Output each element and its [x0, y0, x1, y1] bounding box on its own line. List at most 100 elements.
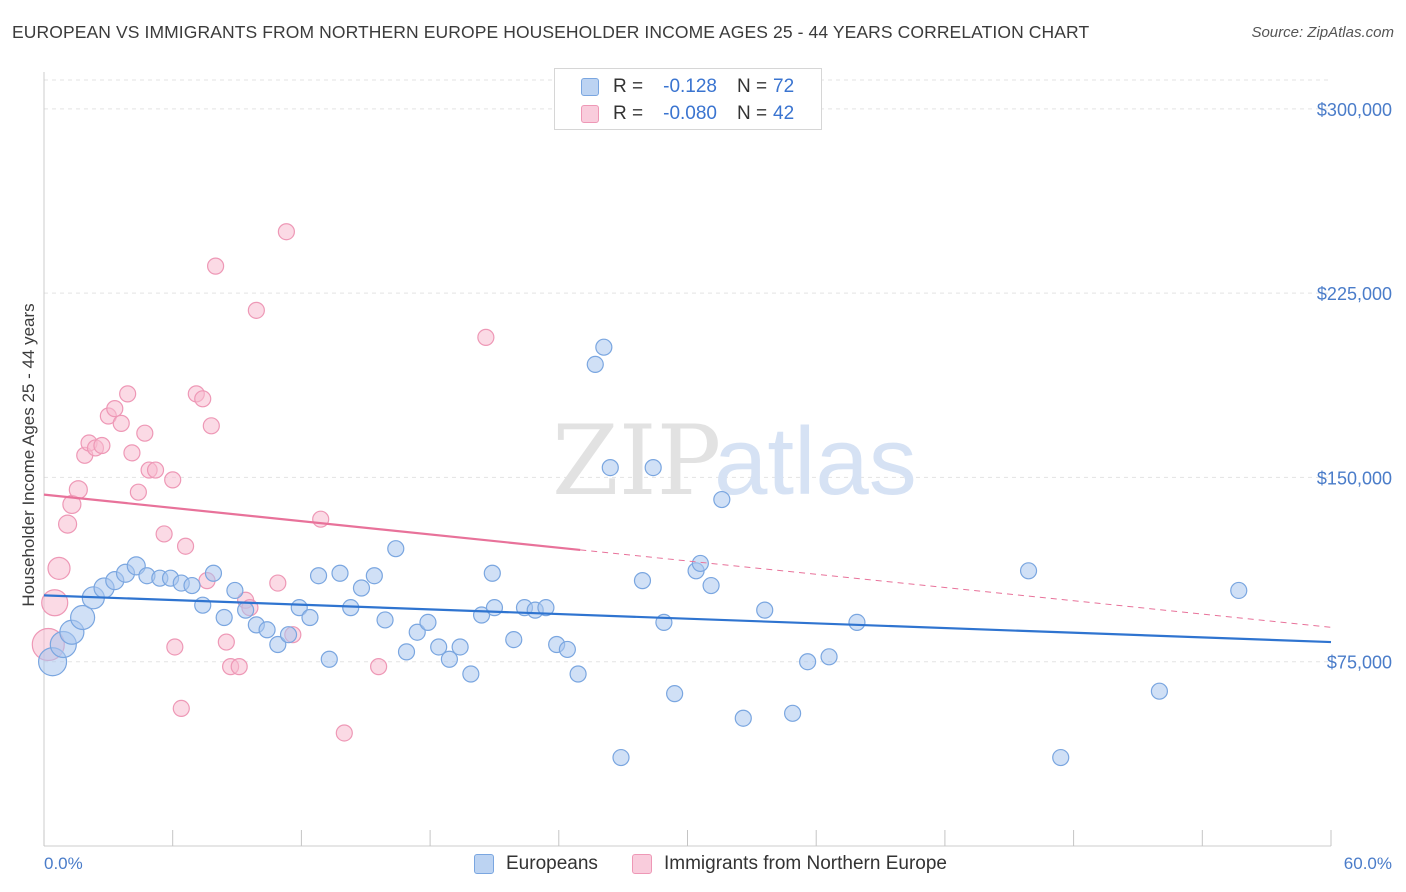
y-tick-label: $150,000: [1317, 468, 1392, 488]
european-point: [440, 650, 459, 668]
european-point: [331, 564, 349, 582]
european-point: [352, 579, 371, 597]
immigrant-point: [129, 483, 147, 501]
european-point: [485, 599, 504, 617]
immigrant-point: [155, 525, 173, 543]
european-point: [483, 564, 501, 582]
european-point: [1150, 682, 1169, 700]
european-point: [279, 626, 298, 644]
european-point: [215, 608, 233, 627]
european-point: [269, 635, 287, 654]
stats-n-label: N =: [737, 76, 768, 97]
european-point: [462, 665, 480, 683]
immigrant-point: [269, 574, 287, 592]
european-point: [702, 576, 720, 595]
immigrant-point: [207, 257, 225, 275]
x-tick-label-min: 0.0%: [44, 854, 83, 873]
legend-label-immigrants: Immigrants from Northern Europe: [664, 853, 947, 874]
immigrant-point: [47, 556, 71, 580]
european-point: [1230, 581, 1248, 600]
stats-row-europeans: R = -0.128 N = 72: [555, 73, 821, 99]
immigrant-point: [68, 480, 88, 500]
european-point: [237, 601, 255, 619]
immigrant-point: [247, 301, 265, 319]
watermark: ZIP atlas: [552, 405, 917, 517]
correlation-stats-box: R = -0.128 N = 72 R = -0.080 N = 42: [554, 68, 822, 130]
european-point: [365, 567, 383, 585]
y-axis-title: Householder Income Ages 25 - 44 years: [19, 303, 38, 606]
watermark-atlas: atlas: [714, 408, 917, 515]
stats-n-label: N =: [737, 103, 768, 124]
immigrant-point: [172, 699, 190, 718]
y-tick-label: $225,000: [1317, 284, 1392, 304]
european-point: [784, 704, 802, 722]
european-point: [258, 621, 276, 639]
european-point: [397, 643, 416, 661]
immigrant-point: [136, 424, 154, 442]
european-point: [612, 748, 630, 767]
stats-r-value: -0.128: [663, 76, 717, 97]
immigrant-point: [217, 633, 235, 651]
immigrant-point: [106, 400, 124, 418]
european-point: [70, 604, 96, 631]
x-tick-label-max: 60.0%: [1344, 854, 1392, 873]
european-point: [713, 490, 731, 509]
european-point: [1019, 562, 1038, 580]
immigrant-point: [335, 724, 353, 742]
grid-lines: [44, 79, 1331, 663]
data-points: [31, 223, 1248, 767]
european-point: [633, 572, 652, 590]
immigrant-point: [119, 385, 137, 403]
european-point: [1052, 748, 1070, 767]
stats-r-label: R =: [613, 76, 644, 97]
european-point: [601, 459, 619, 477]
european-point: [183, 576, 201, 595]
european-point: [558, 640, 576, 659]
european-point: [419, 613, 437, 632]
immigrant-point: [41, 589, 69, 617]
immigrant-point: [230, 658, 248, 676]
y-axis-tick-labels: $75,000 $150,000 $225,000 $300,000: [1317, 100, 1392, 673]
european-point: [734, 709, 752, 727]
immigrant-point: [202, 417, 220, 435]
legend-swatch-pink: [632, 854, 652, 874]
european-point: [820, 648, 838, 666]
european-point: [309, 567, 328, 585]
trend-line-europeans: [43, 594, 1332, 644]
european-point: [505, 630, 523, 649]
immigrant-point: [194, 390, 212, 408]
european-point: [595, 338, 613, 356]
legend-label-europeans: Europeans: [506, 853, 598, 874]
immigrant-point: [123, 444, 141, 462]
immigrant-point: [146, 461, 165, 479]
immigrant-point: [277, 223, 295, 241]
trend-lines: [43, 493, 1332, 644]
european-point: [691, 554, 709, 573]
european-point: [376, 611, 394, 629]
immigrant-point: [477, 328, 495, 346]
european-point: [848, 613, 866, 632]
european-point: [569, 665, 587, 683]
stats-swatch-blue: [581, 78, 599, 96]
trend-line-immigrants: [43, 493, 581, 552]
chart-title: EUROPEAN VS IMMIGRANTS FROM NORTHERN EUR…: [12, 22, 1090, 42]
european-point: [756, 601, 774, 619]
european-point: [408, 623, 426, 641]
european-point: [194, 596, 212, 614]
immigrant-point: [93, 436, 111, 455]
european-point: [204, 564, 223, 582]
immigrant-point: [164, 471, 182, 489]
immigrant-point: [166, 638, 184, 656]
european-point: [799, 653, 817, 671]
european-point: [586, 355, 604, 373]
legend-swatch-blue: [474, 854, 494, 874]
european-point: [301, 608, 319, 627]
immigrant-point: [370, 658, 388, 676]
immigrant-point: [176, 537, 195, 555]
european-point: [430, 638, 448, 656]
immigrant-point: [112, 414, 130, 432]
european-point: [387, 540, 405, 558]
stats-r-value: -0.080: [663, 103, 717, 124]
european-point: [666, 685, 684, 703]
